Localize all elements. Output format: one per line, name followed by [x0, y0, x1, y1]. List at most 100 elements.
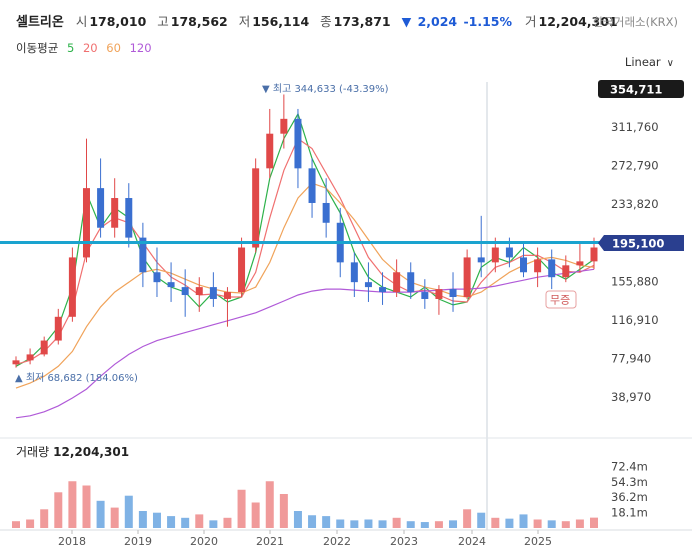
volume-bar: [110, 507, 119, 528]
candle-body: [266, 133, 274, 169]
volume-bar: [350, 520, 359, 528]
hline-price-tag: [598, 235, 684, 251]
min-annotation: ▲ 최저 68,682 (184.06%): [15, 372, 138, 384]
candle-body: [209, 287, 217, 299]
event-label: 무증: [550, 294, 570, 307]
candle: [26, 348, 34, 365]
close-value: 173,871: [333, 14, 391, 29]
candle: [294, 108, 302, 189]
y-axis-labels: 311,760 272,790 233,820 155,880 116,910 77,94…: [611, 120, 659, 404]
volume-bar: [12, 521, 20, 528]
candle-body: [12, 360, 20, 365]
volume-header: 거래량 12,204,301: [16, 443, 129, 460]
volume-bar: [590, 517, 598, 528]
candle: [576, 241, 584, 273]
candle-body: [111, 198, 119, 228]
ma-120: 120: [129, 41, 152, 55]
candle: [435, 285, 443, 315]
candle-body: [195, 287, 203, 296]
candle: [97, 158, 105, 238]
volume-bar: [124, 495, 133, 528]
candle-body: [520, 257, 528, 273]
volume-bar: [152, 512, 161, 528]
candle: [379, 272, 387, 305]
volume-bar: [181, 517, 190, 528]
candle-body: [322, 202, 330, 223]
candle-body: [421, 292, 429, 299]
hline-price-value: 195,100: [612, 237, 664, 251]
volume-tick-label: 54.3m: [611, 475, 648, 489]
volume-bar: [491, 517, 500, 528]
ma-label: 이동평균: [16, 41, 59, 55]
volume-bar: [26, 519, 35, 528]
candle-body: [393, 272, 401, 293]
candle-body: [576, 261, 584, 266]
y-tick-label: 77,940: [611, 351, 651, 365]
volume-bar: [308, 515, 317, 528]
y-tick-label: 38,970: [611, 390, 651, 404]
candle: [393, 259, 401, 298]
candle-body: [40, 340, 48, 355]
volume-bar: [420, 522, 429, 528]
open-label: 시: [75, 14, 88, 29]
candle-body: [97, 188, 105, 228]
x-tick-label: 2021: [256, 535, 284, 548]
change-indicator: ▼ 2,024 -1.15%: [402, 14, 514, 29]
candle: [40, 336, 48, 357]
candle: [407, 262, 415, 299]
ma-line-5: [15, 112, 595, 367]
candle: [520, 242, 528, 278]
candle-body: [294, 118, 302, 169]
event-badge[interactable]: [545, 290, 577, 309]
candle-body: [477, 257, 485, 263]
candle-body: [407, 272, 415, 293]
candle: [421, 279, 429, 309]
candle-body: [308, 168, 316, 203]
volume-bar: [68, 481, 77, 528]
y-tick-label: 311,760: [611, 120, 659, 134]
volume-bar: [561, 521, 570, 528]
volume-bar: [138, 511, 147, 528]
candle: [238, 237, 246, 298]
volume-tick-label: 18.1m: [611, 506, 648, 520]
volume-bar: [533, 519, 542, 528]
y-tick-label: 233,820: [611, 197, 659, 211]
volume-bar: [519, 514, 528, 528]
x-axis-labels: 2018 2019 2020 2021 2022 2023 2024 2025: [58, 530, 552, 548]
candle: [266, 108, 274, 179]
candle-body: [139, 237, 147, 273]
candle: [477, 215, 485, 278]
candle: [562, 255, 570, 283]
candle-body: [238, 247, 246, 293]
candle-body: [548, 259, 556, 278]
high-value: 178,562: [170, 14, 228, 29]
candle-body: [350, 262, 358, 283]
last-price-value: 354,711: [610, 83, 662, 97]
candle-body: [223, 292, 231, 299]
candle: [54, 308, 62, 345]
candle-body: [153, 272, 161, 283]
candle-body: [181, 287, 189, 296]
volume-bar: [463, 509, 472, 528]
candle-body: [54, 316, 62, 341]
candle-body: [590, 247, 598, 262]
volume-bar: [364, 519, 373, 528]
volume-bar: [54, 492, 63, 528]
change-percent: -1.15%: [463, 14, 513, 29]
candle: [195, 277, 203, 312]
candle: [252, 158, 260, 253]
candle: [548, 249, 556, 290]
volume-bar: [449, 520, 458, 528]
volume-bar: [406, 521, 415, 528]
candle: [167, 262, 175, 302]
volume-bar: [209, 520, 218, 528]
volume-bar: [265, 481, 274, 528]
candle: [209, 272, 217, 307]
candle: [111, 178, 119, 238]
moving-average-legend[interactable]: 이동평균 5 20 60 120: [16, 40, 157, 56]
candle-body: [379, 287, 387, 293]
change-value: 2,024: [417, 14, 458, 29]
scale-selector[interactable]: Linear ∨: [625, 55, 674, 69]
candle-body: [505, 247, 513, 258]
